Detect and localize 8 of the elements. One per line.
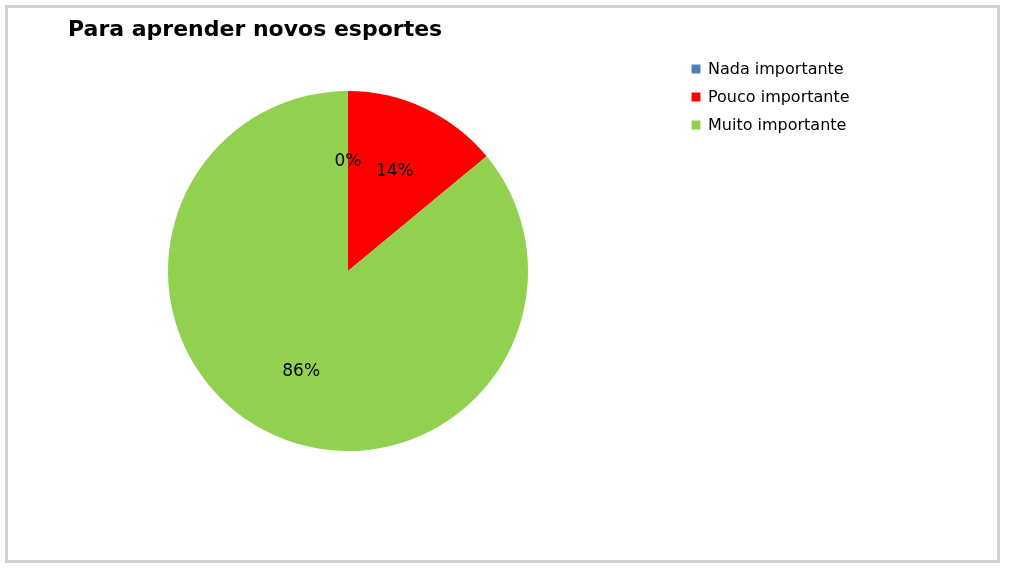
legend-label: Muito importante — [708, 115, 847, 134]
text: 0% — [334, 150, 362, 170]
chart-title: Para aprender novos esportes — [68, 16, 443, 41]
pie-slice — [168, 91, 528, 451]
data-label: 86% — [282, 359, 321, 380]
legend-label: Pouco importante — [708, 87, 850, 106]
data-label: 14% — [375, 160, 414, 181]
legend-label: Nada importante — [708, 59, 844, 78]
